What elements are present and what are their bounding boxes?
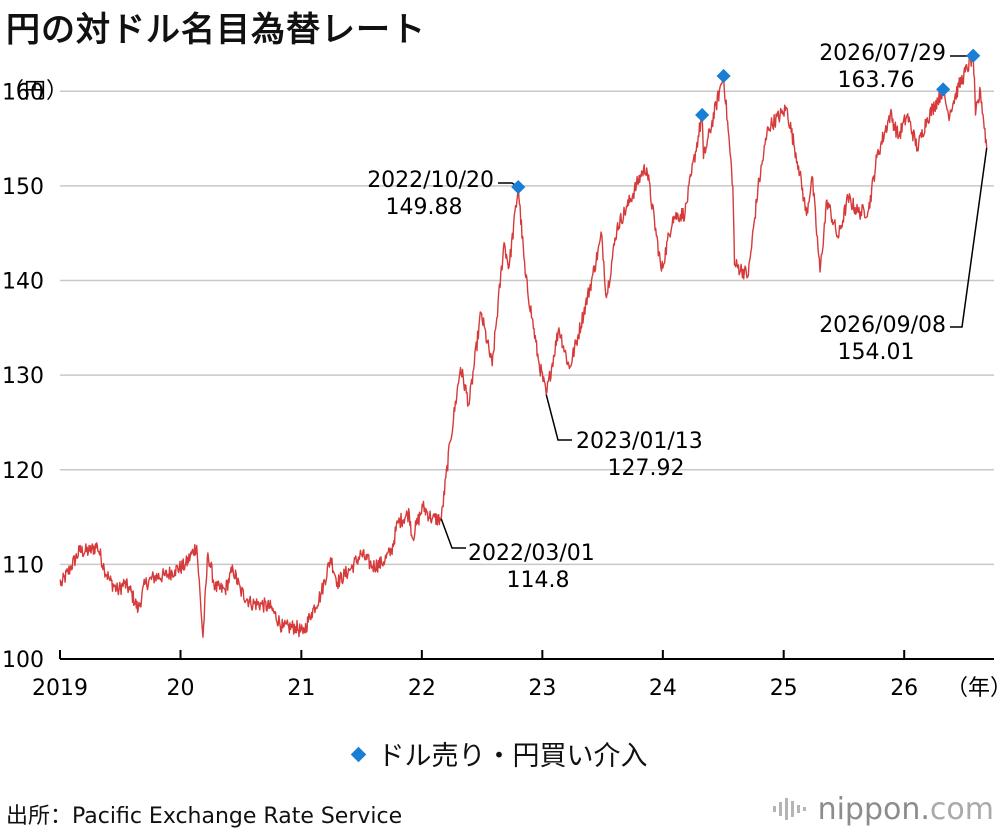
exchange-rate-chart: 100 110 120 130 140 150 160 （円） 2019 20 21 22 23 24… (2, 41, 1000, 701)
annotation-date: 2026/07/29 (819, 41, 946, 66)
x-tick-label: 22 (408, 676, 436, 701)
intervention-marker (966, 48, 981, 63)
brand-name: nippon (817, 792, 921, 827)
y-tick-label: 100 (2, 648, 44, 673)
y-tick-label: 160 (2, 80, 44, 105)
annotation-value: 163.76 (838, 68, 915, 93)
brand-logo: nippon.com (772, 792, 994, 827)
intervention-marker (716, 68, 731, 84)
legend-label: ドル売り・円買い介入 (377, 741, 648, 772)
annotation-leader (440, 518, 466, 549)
intervention-marker-swatch (350, 746, 366, 763)
x-tick-label: 25 (770, 676, 798, 701)
intervention-marker (511, 179, 526, 195)
annotation-date: 2023/01/13 (576, 429, 703, 454)
annotation-value: 127.92 (608, 456, 685, 481)
intervention-marker (936, 82, 951, 97)
annotation-value: 154.01 (838, 340, 915, 365)
x-tick-labels: 2019 20 21 22 23 24 25 26 (32, 650, 918, 701)
annotation-leader (545, 394, 572, 441)
annotation-value: 149.88 (386, 195, 463, 220)
annotation-value: 114.8 (507, 568, 570, 593)
intervention-marker (695, 107, 710, 123)
soundwave-icon (772, 797, 806, 820)
y-tick-label: 130 (2, 364, 44, 389)
x-tick-label: 26 (890, 676, 918, 701)
y-tick-labels: 100 110 120 130 140 150 160 (2, 80, 44, 673)
x-tick-label: 20 (167, 676, 195, 701)
source-note: 出所：Pacific Exchange Rate Service (6, 804, 403, 829)
series-line (59, 50, 988, 638)
brand-dot: . (920, 792, 930, 827)
y-axis-label: （円） (2, 79, 68, 104)
x-tick-label: 24 (649, 676, 677, 701)
annotation-date: 2026/09/08 (819, 313, 946, 338)
annotation-leader (950, 147, 988, 328)
annotation-date: 2022/03/01 (468, 541, 595, 566)
x-tick-label: 23 (528, 676, 556, 701)
legend: ドル売り・円買い介入 (0, 734, 1000, 773)
brand-domain: com (929, 792, 994, 827)
y-tick-label: 120 (2, 459, 44, 484)
series-line-group (59, 50, 988, 638)
annotation-date: 2022/10/20 (367, 168, 494, 193)
x-tick-label: 21 (287, 676, 315, 701)
y-tick-label: 110 (2, 553, 44, 578)
chart-title: 円の対ドル名目為替レート (6, 10, 426, 50)
y-tick-label: 150 (2, 175, 44, 200)
intervention-markers (511, 48, 981, 195)
y-tick-label: 140 (2, 270, 44, 295)
x-tick-label: 2019 (32, 676, 88, 701)
x-axis-label: （年） (946, 676, 1000, 701)
